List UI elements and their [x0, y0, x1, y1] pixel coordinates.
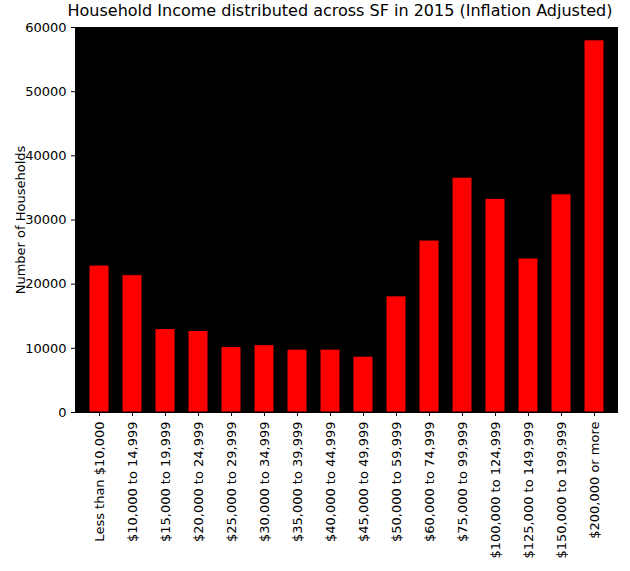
- svg-text:60000: 60000: [25, 22, 66, 35]
- svg-text:$10,000 to 14,999: $10,000 to 14,999: [125, 422, 140, 543]
- svg-text:$15,000 to 19,999: $15,000 to 19,999: [158, 422, 173, 543]
- svg-text:Less than $10,000: Less than $10,000: [92, 422, 107, 542]
- svg-text:0: 0: [58, 405, 66, 420]
- svg-text:$35,000 to 39,999: $35,000 to 39,999: [290, 422, 305, 543]
- svg-text:50000: 50000: [25, 84, 66, 99]
- svg-text:10000: 10000: [25, 340, 66, 355]
- html-text:Household Income distributed a: Household Income distributed across SF i…: [67, 1, 613, 20]
- svg-text:$20,000 to 24,999: $20,000 to 24,999: [191, 422, 206, 543]
- svg-text:$125,000 to 149,999: $125,000 to 149,999: [521, 422, 536, 559]
- svg-text:$25,000 to 29,999: $25,000 to 29,999: [224, 422, 239, 543]
- svg-text:$30,000 to 34,999: $30,000 to 34,999: [257, 422, 272, 543]
- svg-text:30000: 30000: [25, 212, 66, 227]
- svg-text:20000: 20000: [25, 276, 66, 291]
- svg-text:$200,000 or more: $200,000 or more: [587, 422, 602, 539]
- svg-text:$150,000 to 199,999: $150,000 to 199,999: [554, 422, 569, 559]
- svg-text:$75,000 to 99,999: $75,000 to 99,999: [455, 422, 470, 543]
- svg-text:$45,000 to 49,999: $45,000 to 49,999: [356, 422, 371, 543]
- svg-text:Number of Households: Number of Households: [13, 145, 28, 294]
- svg-text:$60,000 to 74,999: $60,000 to 74,999: [422, 422, 437, 543]
- svg-text:$40,000 to 44,999: $40,000 to 44,999: [323, 422, 338, 543]
- svg-text:$50,000 to 59,999: $50,000 to 59,999: [389, 422, 404, 543]
- svg-text:$100,000 to 124,999: $100,000 to 124,999: [488, 422, 503, 559]
- svg-text:40000: 40000: [25, 148, 66, 163]
